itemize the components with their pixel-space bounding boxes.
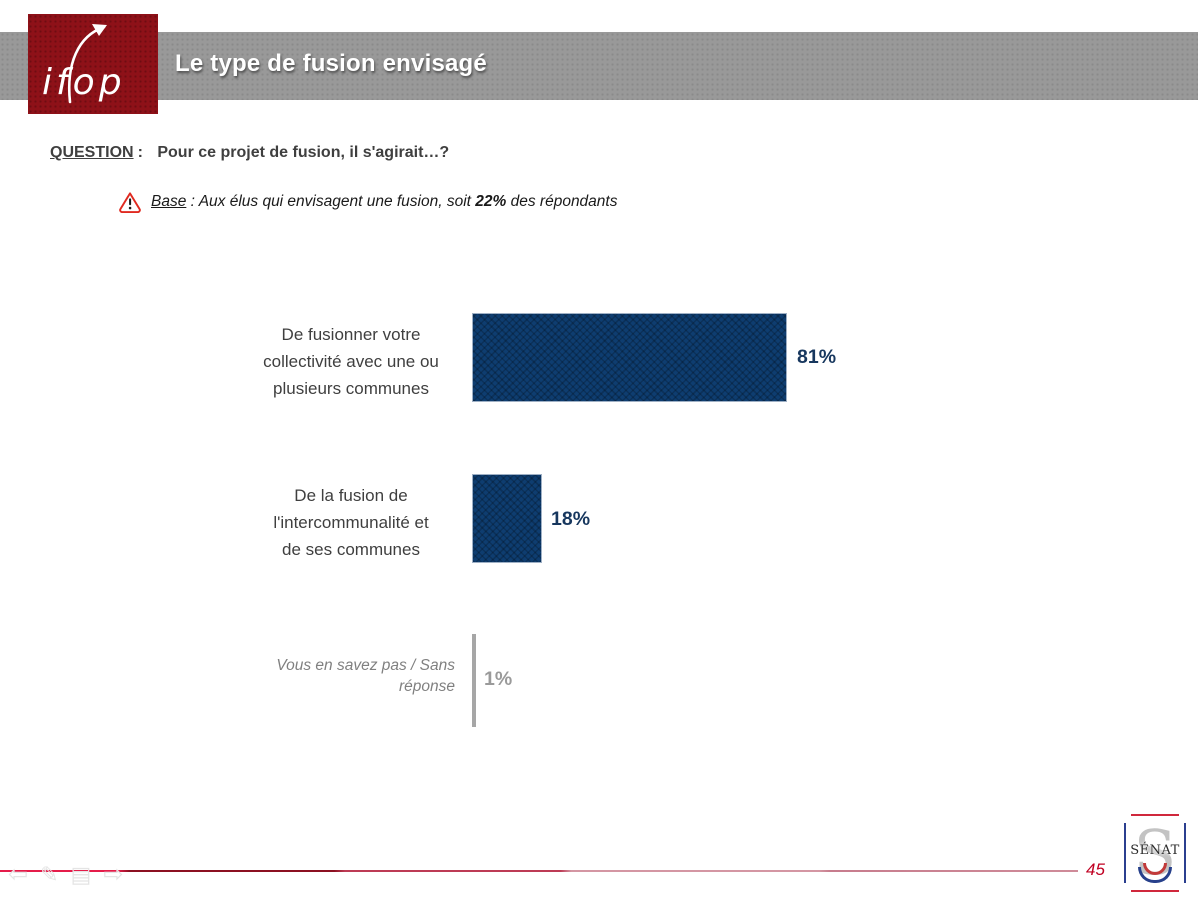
category-label: De la fusion de l'intercommunalité et de… — [273, 486, 429, 559]
header-bar — [0, 32, 1198, 100]
ifop-logo-icon: ifop — [42, 24, 126, 104]
question-row: QUESTION: Pour ce projet de fusion, il s… — [50, 144, 449, 162]
svg-text:ifop: ifop — [42, 62, 126, 103]
senat-logo-text: SÉNAT — [1130, 843, 1180, 858]
ifop-logo: ifop — [28, 14, 158, 114]
base-note: Base : Aux élus qui envisagent une fusio… — [118, 191, 617, 213]
base-label: Base — [151, 193, 187, 210]
bar-fusion-communes — [472, 313, 787, 402]
base-note-text: Base : Aux élus qui envisagent une fusio… — [151, 193, 618, 210]
warning-triangle-icon — [119, 192, 141, 213]
back-arrow-icon[interactable]: ⇦ — [8, 861, 29, 888]
page-number: 45 — [1086, 860, 1105, 879]
category-label: Vous en savez pas / Sans réponse — [276, 657, 455, 695]
footer-divider — [0, 870, 1078, 872]
slideshow-nav: ⇦ ✎ ▤ ⇨ — [8, 858, 158, 892]
senat-logo-bottom-rule — [1131, 890, 1179, 892]
senat-logo-left-rule — [1124, 823, 1126, 883]
pen-icon[interactable]: ✎ — [40, 862, 59, 887]
senat-logo-right-rule — [1184, 823, 1186, 883]
value-label: 81% — [797, 346, 837, 368]
question-label: QUESTION — [50, 144, 134, 161]
bar-fusion-intercommunalite — [472, 474, 542, 563]
senat-logo: S SÉNAT — [1124, 814, 1186, 892]
slide-menu-icon[interactable]: ▤ — [70, 862, 92, 887]
category-label: De fusionner votre collectivité avec une… — [263, 325, 439, 398]
question-text: Pour ce projet de fusion, il s'agirait…? — [157, 144, 450, 161]
forward-arrow-icon[interactable]: ⇨ — [103, 861, 124, 888]
value-label: 18% — [551, 508, 591, 530]
page-title: Le type de fusion envisagé — [175, 50, 487, 77]
senat-logo-top-rule — [1131, 814, 1179, 816]
value-label: 1% — [484, 668, 513, 690]
bar-sans-reponse — [472, 634, 476, 727]
base-percentage: 22% — [475, 193, 507, 210]
question-colon: : — [137, 144, 143, 161]
